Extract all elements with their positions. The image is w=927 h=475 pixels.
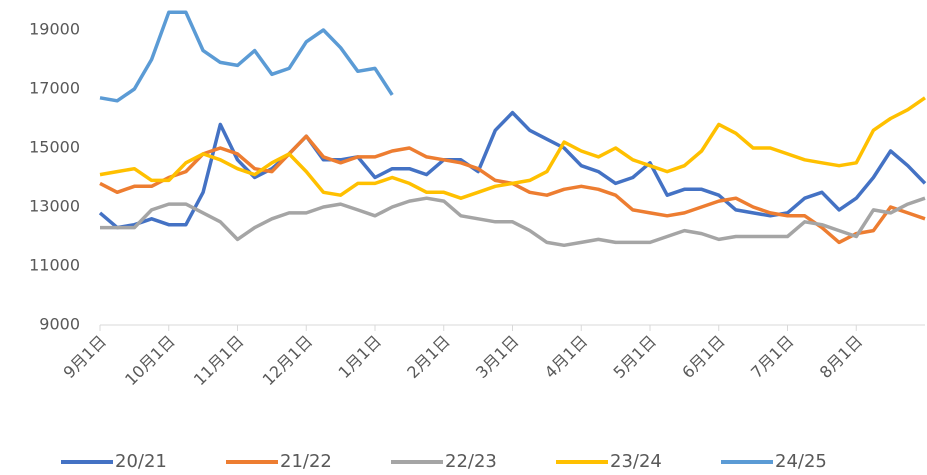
- legend-label: 24/25: [775, 451, 827, 472]
- series-line: [98, 110, 927, 230]
- x-tick-label: 3月1日: [472, 332, 522, 382]
- x-tick-label: 4月1日: [541, 332, 591, 382]
- series-line: [99, 96, 926, 200]
- legend-label: 22/23: [445, 451, 497, 472]
- y-tick-label: 15000: [29, 138, 80, 157]
- y-tick-label: 13000: [29, 197, 80, 216]
- x-tick-label: 7月1日: [747, 332, 797, 382]
- x-tick-label: 6月1日: [678, 332, 728, 382]
- legend-item: 23/24: [556, 451, 662, 472]
- legend-item: 20/21: [61, 451, 167, 472]
- x-tick-label: 5月1日: [610, 332, 660, 382]
- x-tick-label: 2月1日: [403, 332, 453, 382]
- series-line: [99, 10, 394, 103]
- legend-label: 21/22: [280, 451, 332, 472]
- x-tick-label: 1月1日: [335, 332, 385, 382]
- legend-item: 24/25: [721, 451, 827, 472]
- series-line: [100, 196, 926, 248]
- legend-label: 23/24: [610, 451, 662, 472]
- x-tick-label: 10月1日: [121, 332, 179, 390]
- y-tick-label: 11000: [29, 256, 80, 275]
- x-tick-label: 8月1日: [816, 332, 866, 382]
- y-tick-label: 17000: [29, 79, 80, 98]
- x-tick-label: 9月1日: [60, 332, 110, 382]
- legend-item: 22/23: [391, 451, 497, 472]
- y-tick-label: 9000: [39, 315, 80, 334]
- x-tick-label: 11月1日: [190, 332, 248, 390]
- legend-item: 21/22: [226, 451, 332, 472]
- legend-label: 20/21: [115, 451, 167, 472]
- y-tick-label: 19000: [29, 20, 80, 39]
- x-tick-label: 12月1日: [259, 332, 317, 390]
